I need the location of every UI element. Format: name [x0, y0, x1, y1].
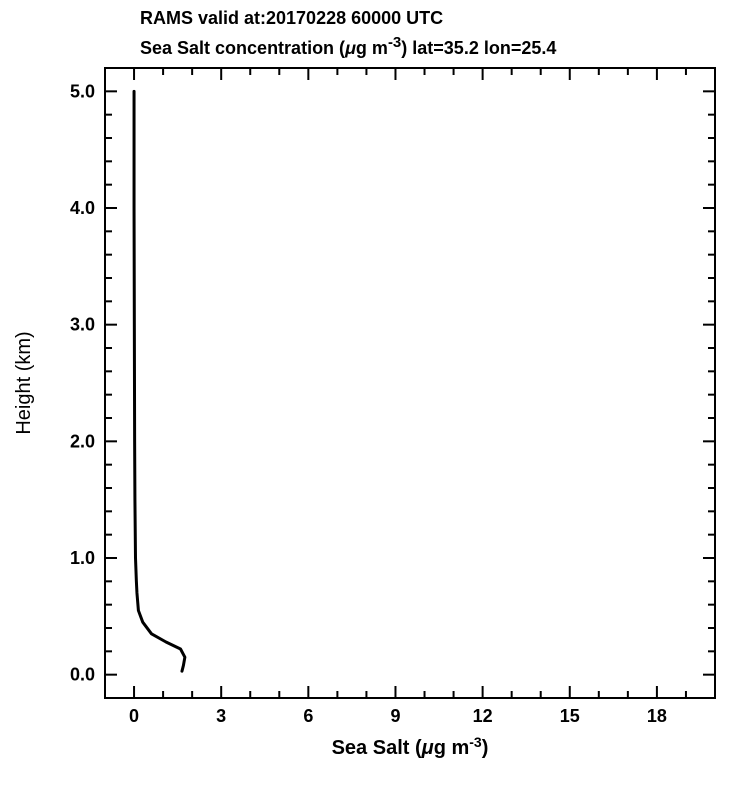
- y-tick-label: 3.0: [70, 315, 95, 335]
- y-axis-label: Height (km): [13, 331, 35, 434]
- x-tick-label: 12: [473, 706, 493, 726]
- y-tick-label: 1.0: [70, 548, 95, 568]
- chart-page: RAMS valid at:20170228 60000 UTC Sea Sal…: [0, 0, 746, 800]
- title2-mu: μ: [345, 38, 356, 58]
- chart-title-line2: Sea Salt concentration (μg m-3) lat=35.2…: [140, 34, 556, 59]
- x-axis-label: Sea Salt (μg m-3): [332, 734, 489, 759]
- y-tick-label: 2.0: [70, 431, 95, 451]
- x-tick-label: 6: [303, 706, 313, 726]
- chart-title-line1: RAMS valid at:20170228 60000 UTC: [140, 8, 443, 29]
- y-tick-label: 5.0: [70, 81, 95, 101]
- chart-svg: 0 3 6 9 12 15 18 0.0 1.0 2.0 3.0 4.0 5.0 Height (km) S…: [0, 0, 746, 800]
- y-tick-label: 4.0: [70, 198, 95, 218]
- title2-suffix: ) lat=35.2 lon=25.4: [401, 38, 556, 58]
- title2-prefix: Sea Salt concentration (: [140, 38, 345, 58]
- x-tick-label: 0: [129, 706, 139, 726]
- x-tick-label: 9: [390, 706, 400, 726]
- title2-sup: -3: [388, 34, 401, 51]
- x-tick-label: 3: [216, 706, 226, 726]
- plot-frame: [105, 68, 715, 698]
- x-tick-label: 18: [647, 706, 667, 726]
- x-tick-label: 15: [560, 706, 580, 726]
- title2-unit: g m: [356, 38, 388, 58]
- y-tick-label: 0.0: [70, 665, 95, 685]
